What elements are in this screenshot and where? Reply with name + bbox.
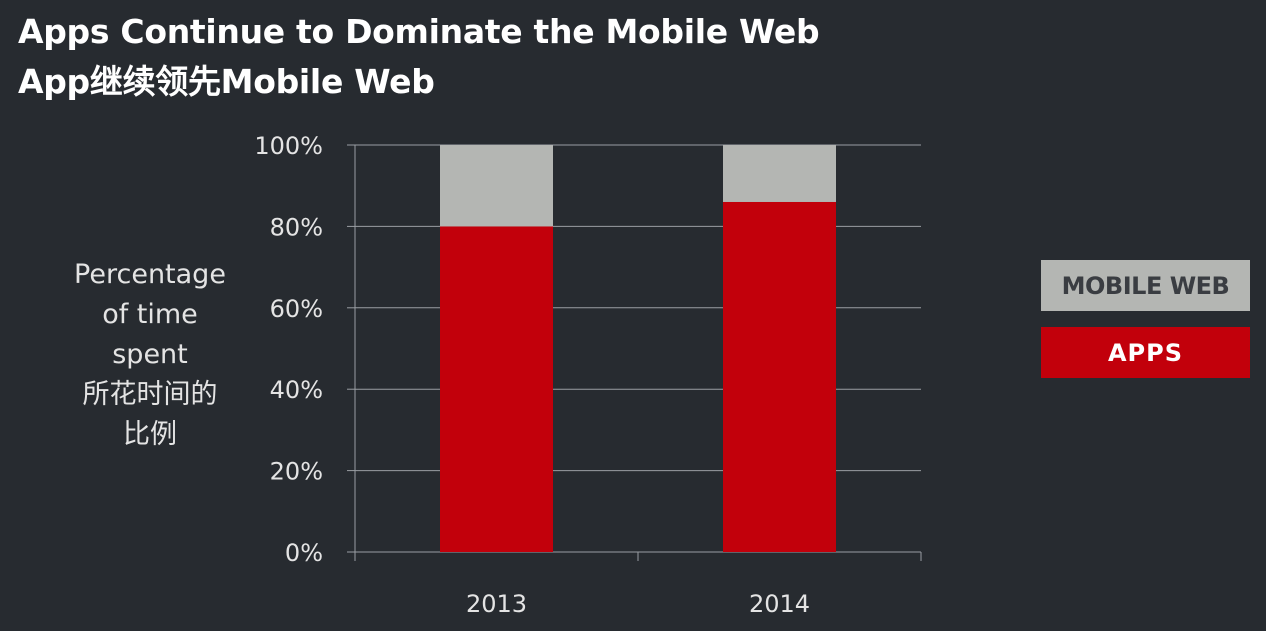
y-axis-label: Percentage of time spent 所花时间的 比例 xyxy=(50,255,250,455)
y-axis-label-line: 所花时间的 xyxy=(82,379,218,410)
legend-apps: APPS xyxy=(1041,327,1250,378)
y-tick-label: 80% xyxy=(270,213,323,241)
x-category-label: 2013 xyxy=(466,590,527,618)
y-tick-label: 100% xyxy=(254,132,323,160)
stacked-bar-chart: 0% 20% 40% 60% 80% 100% 2013 2014 xyxy=(254,132,922,618)
y-tick-label: 0% xyxy=(285,539,323,567)
x-category-label: 2014 xyxy=(749,590,810,618)
y-tick-label: 20% xyxy=(270,458,323,486)
y-axis-label-line: of time xyxy=(102,299,198,330)
legend-mobile-web: MOBILE WEB xyxy=(1041,260,1250,311)
y-axis-label-line: spent xyxy=(112,339,188,370)
y-axis-label-line: Percentage xyxy=(74,259,226,290)
chart-title-english: Apps Continue to Dominate the Mobile Web xyxy=(18,12,820,51)
y-tick-label: 40% xyxy=(270,376,323,404)
chart-title-chinese: App继续领先Mobile Web xyxy=(18,62,435,101)
bar-apps-2013 xyxy=(440,226,553,552)
bar-apps-2014 xyxy=(723,201,836,553)
bar-mobile-web-2014 xyxy=(723,145,836,202)
bar-mobile-web-2013 xyxy=(440,145,553,227)
y-axis-label-line: 比例 xyxy=(123,419,177,450)
y-tick-label: 60% xyxy=(270,295,323,323)
